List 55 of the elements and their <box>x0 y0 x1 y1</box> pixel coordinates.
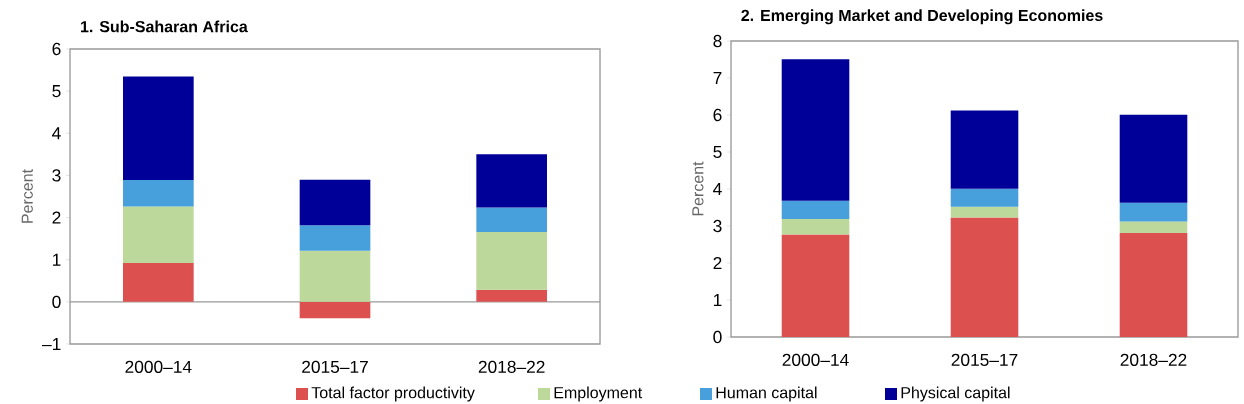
y-tick-label: 1 <box>713 294 722 306</box>
x-tick-label: 2018–22 <box>1120 353 1187 366</box>
y-tick-label: 7 <box>713 72 722 84</box>
bar <box>299 225 371 251</box>
bar <box>950 217 1019 337</box>
y-tick-label: 2 <box>52 211 61 224</box>
bar <box>299 301 371 319</box>
bar <box>1119 233 1188 337</box>
bar <box>781 218 850 235</box>
bar <box>781 59 850 201</box>
chart-title: 1. Sub-Saharan Africa <box>81 20 248 33</box>
y-tick-label: 1 <box>52 253 61 266</box>
x-tick-label: 2000–14 <box>125 360 192 373</box>
x-tick-label: 2000–14 <box>782 353 849 366</box>
bar <box>950 206 1019 218</box>
legend-label: Total factor productivity <box>311 386 475 402</box>
y-tick-label: 4 <box>713 183 722 195</box>
bar <box>476 289 548 302</box>
y-tick-label: 5 <box>52 85 61 98</box>
bar <box>299 179 371 226</box>
bar <box>781 234 850 337</box>
y-tick-label: –1 <box>42 338 61 350</box>
bar <box>476 154 548 208</box>
x-tick-label: 2015–17 <box>302 360 368 373</box>
bar <box>123 76 194 181</box>
y-tick-label: 0 <box>52 295 61 308</box>
y-tick-label: 3 <box>713 219 722 233</box>
y-tick-label: 6 <box>52 42 61 56</box>
y-tick-label: 8 <box>713 34 722 48</box>
y-tick-label: 0 <box>713 330 722 344</box>
y-tick-label: 4 <box>52 127 61 140</box>
chart-title: 2. Emerging Market and Developing Economies <box>741 9 1103 25</box>
bar <box>299 250 371 302</box>
x-tick-label: 2015–17 <box>951 353 1018 366</box>
bar <box>950 188 1019 207</box>
y-axis-title: Percent <box>21 169 33 223</box>
bar <box>1119 221 1188 234</box>
bar <box>1119 202 1188 222</box>
legend-label: Physical capital <box>901 386 1010 402</box>
bar <box>123 206 194 264</box>
x-tick-label: 2018–22 <box>478 360 545 373</box>
y-axis-title: Percent <box>692 161 704 216</box>
bar <box>123 180 194 207</box>
bar <box>123 263 194 302</box>
bar <box>950 110 1019 189</box>
y-tick-label: 2 <box>713 256 722 270</box>
bar <box>476 207 548 232</box>
legend-label: Employment <box>554 386 643 402</box>
y-tick-label: 3 <box>52 169 61 182</box>
y-tick-label: 5 <box>713 145 722 159</box>
bar <box>1119 114 1188 203</box>
legend-label: Human capital <box>716 386 817 402</box>
bar <box>781 200 850 219</box>
bar <box>476 231 548 290</box>
y-tick-label: 6 <box>713 108 722 122</box>
